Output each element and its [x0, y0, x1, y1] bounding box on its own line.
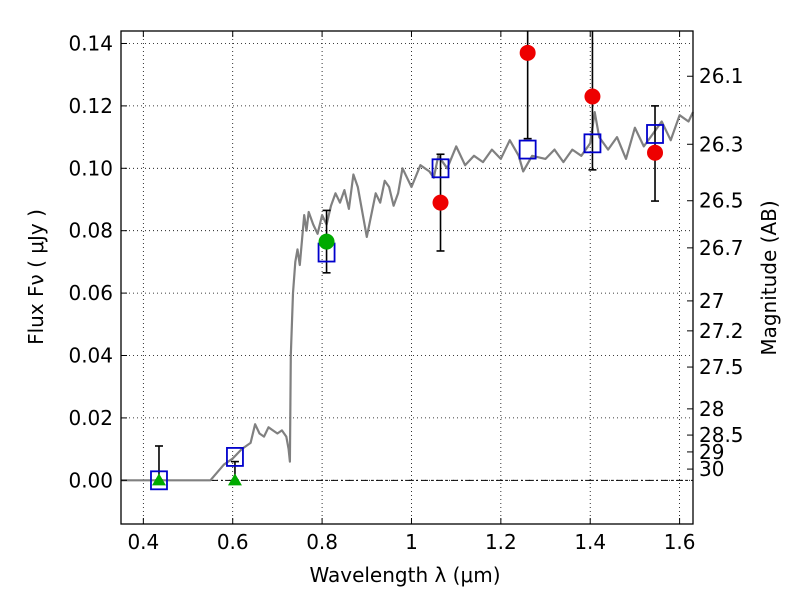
y-axis-label: Flux Fν ( μJy ) [24, 209, 48, 345]
square-marker [583, 133, 602, 154]
right-tick-label: 27.2 [699, 319, 744, 343]
y-tick-label: 0.08 [68, 219, 113, 243]
y-tick-label: 0.02 [68, 406, 113, 430]
model-spectrum-line [121, 110, 694, 482]
right-tick-label: 27.5 [699, 355, 744, 379]
x-tick-label: 1.2 [485, 530, 517, 554]
right-tick-label: 29 [699, 440, 724, 464]
circle-marker [647, 144, 664, 161]
y-tick-label: 0.00 [68, 468, 113, 492]
triangle-marker [151, 473, 166, 486]
y-axis-right-label: Magnitude (AB) [757, 200, 781, 355]
right-tick-label: 28.5 [699, 423, 744, 447]
right-tick-label: 26.7 [699, 236, 744, 260]
error-bars [154, 31, 660, 482]
y-tick-label: 0.06 [68, 281, 113, 305]
right-tick-label: 28 [699, 397, 724, 421]
y-tick-label: 0.14 [68, 31, 113, 55]
y-tick-label: 0.10 [68, 156, 113, 180]
x-axis-label: Wavelength λ (μm) [309, 563, 500, 587]
grid [121, 31, 693, 524]
x-tick-label: 1 [405, 530, 418, 554]
axis-ticks: 0.4 0.6 0.8 1 1.2 1.4 1.6 0.00 0.02 0.04 0.06 0.08 0… [68, 31, 744, 554]
square-marker [646, 124, 664, 144]
right-tick-label: 26.5 [699, 189, 744, 213]
right-tick-label: 30 [699, 457, 724, 481]
model-spectrum [121, 110, 694, 482]
square-marker [518, 139, 537, 160]
x-tick-label: 1.6 [664, 530, 696, 554]
x-tick-label: 0.4 [127, 530, 159, 554]
plot-frame [120, 30, 694, 525]
square-marker [431, 158, 450, 179]
y-tick-label: 0.04 [68, 344, 113, 368]
circle-marker [432, 194, 449, 211]
right-tick-label: 26.3 [699, 132, 744, 156]
x-tick-label: 0.8 [306, 530, 338, 554]
x-tick-label: 1.4 [574, 530, 606, 554]
data-points [150, 44, 664, 491]
right-tick-label: 27 [699, 289, 724, 313]
square-marker [226, 447, 244, 467]
circle-marker [318, 233, 335, 250]
circle-marker [519, 44, 536, 61]
square-marker [150, 470, 168, 491]
x-tick-label: 0.6 [217, 530, 249, 554]
triangle-marker [227, 473, 242, 486]
y-tick-label: 0.12 [68, 94, 113, 118]
right-tick-label: 26.1 [699, 64, 744, 88]
circle-marker [584, 88, 601, 105]
